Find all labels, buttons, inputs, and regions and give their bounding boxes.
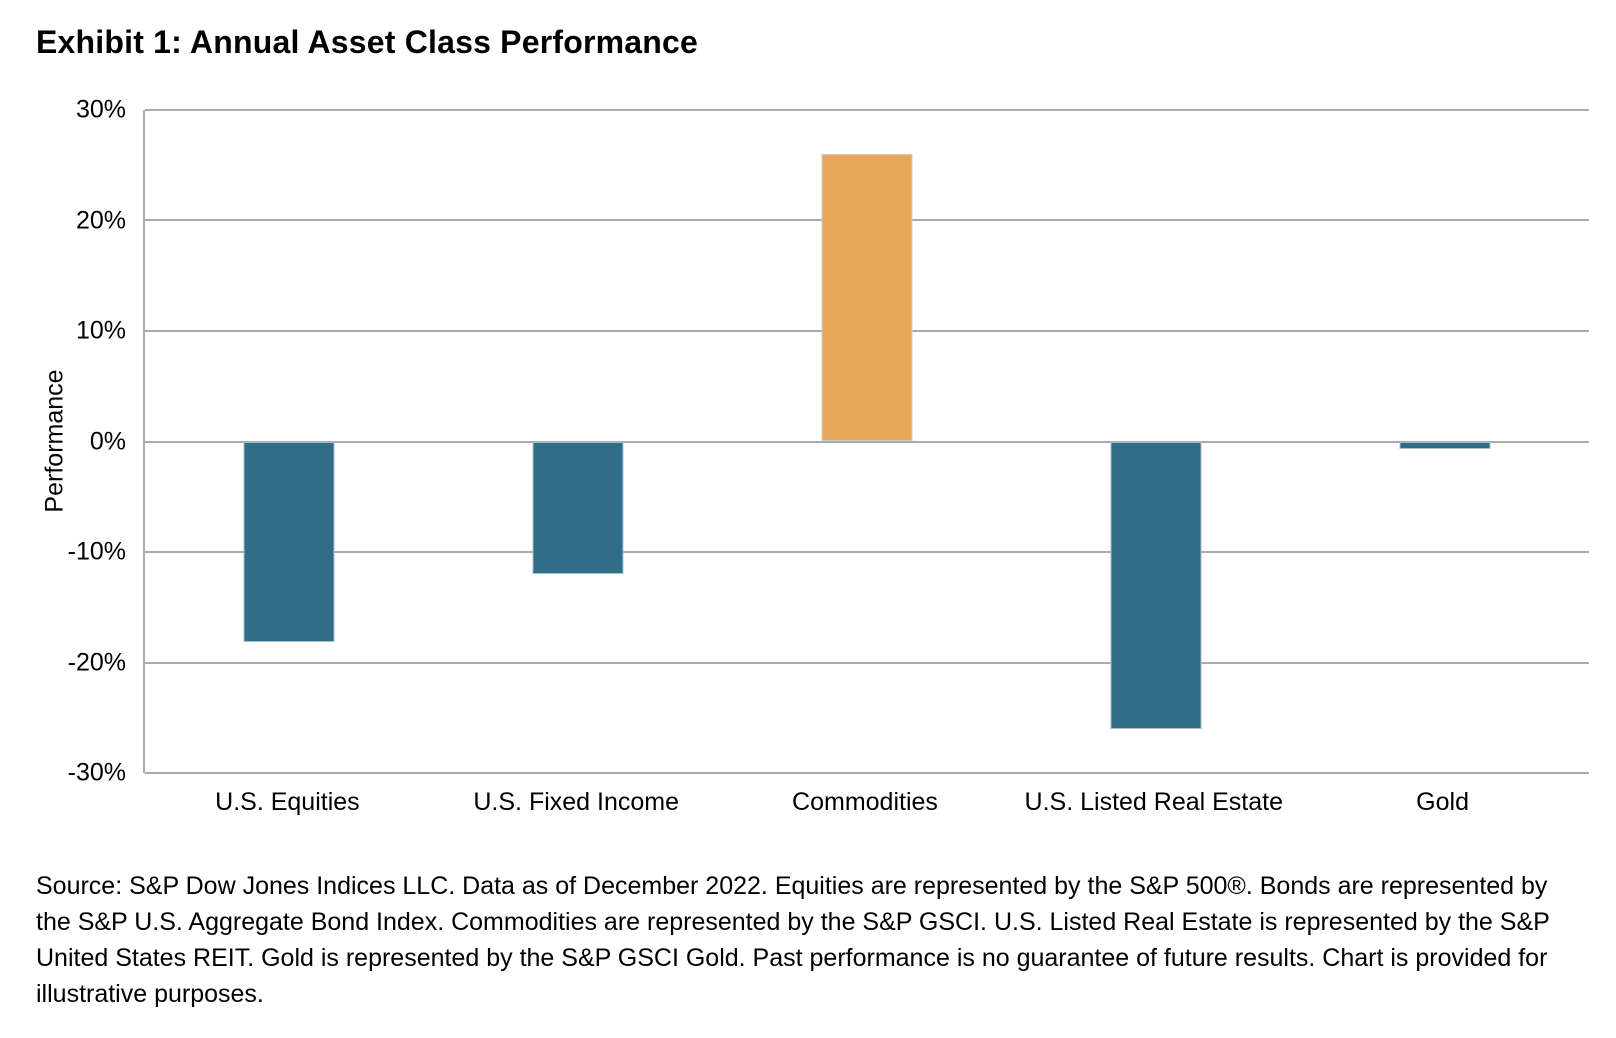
gridline-30pct xyxy=(145,109,1589,111)
y-axis-ticks: 30% 20% 10% 0% -10% -20% -30% xyxy=(0,96,126,787)
y-tick-label: 20% xyxy=(75,206,126,234)
y-tick-label: 30% xyxy=(75,95,126,124)
x-axis-labels: U.S. Equities U.S. Fixed Income Commoditie… xyxy=(143,788,1587,817)
x-category-label-u-s-equities: U.S. Equities xyxy=(215,788,360,816)
chart-title: Exhibit 1: Annual Asset Class Performanc… xyxy=(36,24,699,60)
y-tick-label: 0% xyxy=(89,427,126,455)
bar-gold xyxy=(1399,441,1491,450)
x-category-label-gold: Gold xyxy=(1416,788,1469,816)
y-tick-label: -10% xyxy=(67,537,126,566)
bar-u-s-equities xyxy=(243,441,335,642)
gridline-neg30pct xyxy=(145,772,1589,774)
bar-u-s-fixed-income xyxy=(532,441,624,575)
gridline-neg10pct xyxy=(145,550,1589,553)
bar-u-s-listed-real-estate xyxy=(1110,441,1202,729)
x-category-label-u-s-fixed-income: U.S. Fixed Income xyxy=(473,788,680,816)
y-tick-label: -30% xyxy=(67,758,126,787)
bar-commodities xyxy=(821,154,913,442)
x-category-label-u-s-listed-real-estate: U.S. Listed Real Estate xyxy=(1024,788,1284,816)
source-text: Source: S&P Dow Jones Indices LLC. Data … xyxy=(36,872,1550,1008)
y-tick-label: 10% xyxy=(75,316,126,345)
plot-area xyxy=(143,109,1589,774)
gridline-0pct xyxy=(145,440,1589,443)
y-tick-label: -20% xyxy=(67,648,126,676)
x-category-label-commodities: Commodities xyxy=(792,788,938,816)
gridline-neg20pct xyxy=(145,661,1589,664)
